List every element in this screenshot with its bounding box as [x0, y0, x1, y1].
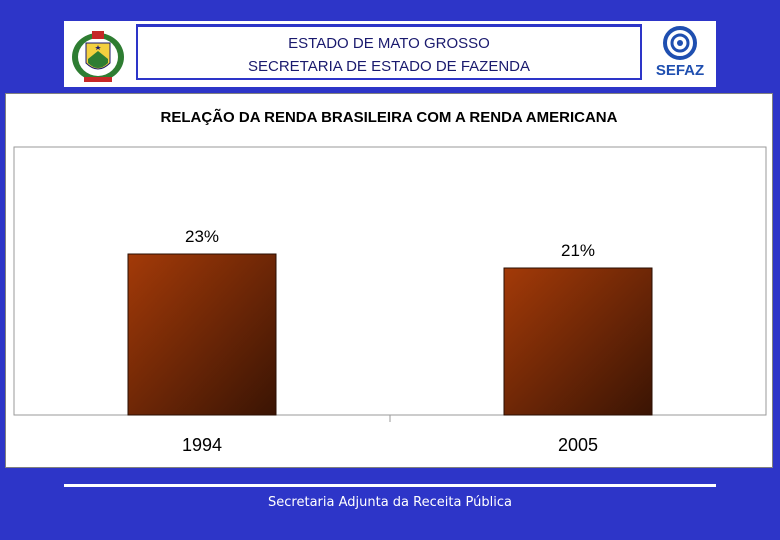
data-label-1994: 23% — [185, 227, 219, 246]
state-crest-icon — [72, 31, 124, 82]
footer-text: Secretaria Adjunta da Receita Pública — [268, 495, 512, 510]
chart-panel: RELAÇÃO DA RENDA BRASILEIRA COM A RENDA … — [5, 93, 773, 468]
category-label-1994: 1994 — [182, 435, 222, 455]
sefaz-logo-icon: SEFAZ — [656, 26, 704, 79]
footer-divider — [64, 484, 716, 487]
bar-1994 — [127, 253, 277, 416]
state-name: ESTADO DE MATO GROSSO — [288, 35, 490, 52]
header-title-box: ESTADO DE MATO GROSSO SECRETARIA DE ESTA… — [136, 24, 642, 80]
data-label-2005: 21% — [561, 241, 595, 260]
chart-title: RELAÇÃO DA RENDA BRASILEIRA COM A RENDA … — [161, 108, 618, 126]
bars-layer: 23% 1994 21% 2005 — [127, 227, 653, 455]
bar-chart: RELAÇÃO DA RENDA BRASILEIRA COM A RENDA … — [13, 108, 767, 455]
category-label-2005: 2005 — [558, 435, 598, 455]
sefaz-logo-text: SEFAZ — [656, 62, 704, 79]
secretariat-name: SECRETARIA DE ESTADO DE FAZENDA — [248, 58, 530, 75]
plot-area — [13, 146, 767, 416]
header-banner: ESTADO DE MATO GROSSO SECRETARIA DE ESTA… — [64, 21, 716, 87]
bar-2005 — [503, 267, 653, 416]
